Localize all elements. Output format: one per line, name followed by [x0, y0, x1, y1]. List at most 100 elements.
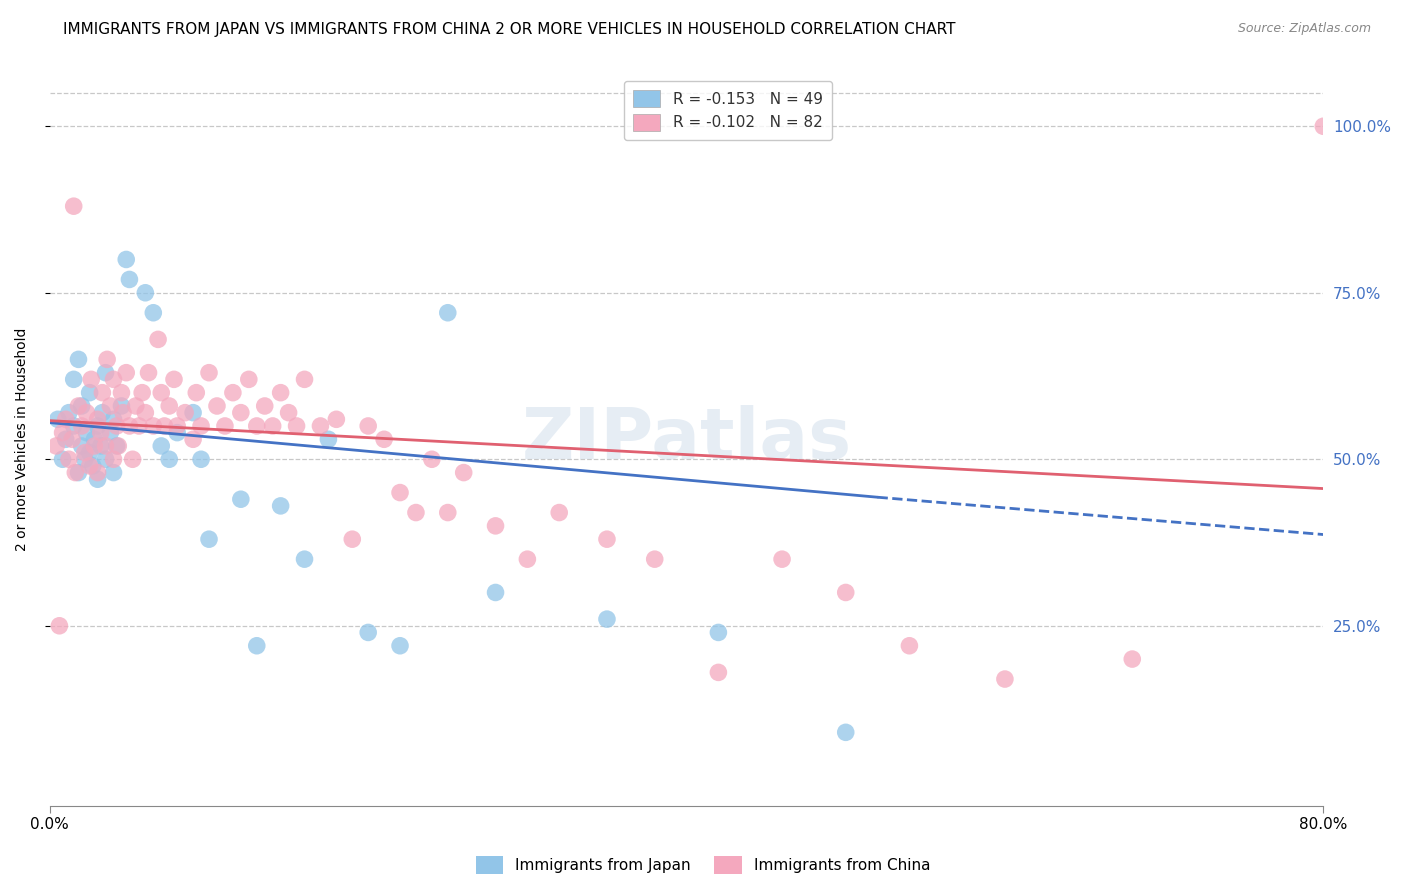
Point: [186, 385, 208, 400]
Point: [190, 452, 212, 467]
Point: [79, 385, 101, 400]
Point: [67, 352, 90, 367]
Point: [125, 399, 148, 413]
Point: [83, 439, 105, 453]
Point: [262, 419, 284, 434]
Point: [294, 552, 316, 566]
Point: [103, 372, 125, 386]
Point: [898, 639, 921, 653]
Point: [157, 399, 180, 413]
Point: [1121, 652, 1143, 666]
Point: [134, 285, 156, 300]
Point: [174, 406, 197, 420]
Text: ZIPatlas: ZIPatlas: [522, 405, 852, 474]
Point: [52, 425, 75, 440]
Point: [115, 366, 138, 380]
Point: [707, 625, 730, 640]
Point: [548, 506, 571, 520]
Point: [835, 585, 858, 599]
Point: [48, 619, 70, 633]
Point: [270, 499, 292, 513]
Point: [55, 432, 77, 446]
Point: [246, 419, 269, 434]
Point: [73, 452, 96, 467]
Point: [94, 452, 117, 467]
Point: [357, 625, 380, 640]
Point: [65, 466, 87, 480]
Point: [484, 519, 506, 533]
Point: [238, 372, 260, 386]
Point: [112, 406, 135, 420]
Point: [205, 399, 228, 413]
Point: [82, 458, 104, 473]
Point: [91, 406, 114, 420]
Point: [770, 552, 793, 566]
Point: [373, 432, 395, 446]
Legend: R = -0.153   N = 49, R = -0.102   N = 82: R = -0.153 N = 49, R = -0.102 N = 82: [624, 80, 832, 140]
Point: [707, 665, 730, 680]
Point: [198, 366, 221, 380]
Point: [222, 385, 245, 400]
Point: [138, 366, 160, 380]
Point: [110, 385, 132, 400]
Point: [484, 585, 506, 599]
Point: [67, 466, 90, 480]
Point: [75, 406, 97, 420]
Point: [453, 466, 475, 480]
Point: [107, 439, 129, 453]
Point: [75, 425, 97, 440]
Point: [389, 639, 412, 653]
Point: [105, 439, 128, 453]
Point: [62, 372, 84, 386]
Point: [83, 432, 105, 446]
Point: [277, 406, 299, 420]
Point: [98, 399, 121, 413]
Point: [73, 445, 96, 459]
Point: [253, 399, 276, 413]
Point: [45, 439, 67, 453]
Point: [246, 639, 269, 653]
Y-axis label: 2 or more Vehicles in Household: 2 or more Vehicles in Household: [15, 327, 30, 551]
Point: [70, 419, 93, 434]
Point: [70, 399, 93, 413]
Point: [90, 439, 112, 453]
Point: [52, 452, 75, 467]
Point: [118, 272, 141, 286]
Point: [325, 412, 347, 426]
Point: [58, 452, 80, 467]
Legend: Immigrants from Japan, Immigrants from China: Immigrants from Japan, Immigrants from C…: [470, 850, 936, 880]
Point: [1312, 120, 1334, 134]
Point: [285, 419, 308, 434]
Point: [166, 419, 188, 434]
Point: [110, 399, 132, 413]
Point: [94, 439, 117, 453]
Point: [118, 419, 141, 434]
Point: [436, 506, 458, 520]
Point: [644, 552, 666, 566]
Point: [79, 445, 101, 459]
Point: [103, 452, 125, 467]
Point: [86, 412, 108, 426]
Point: [835, 725, 858, 739]
Text: IMMIGRANTS FROM JAPAN VS IMMIGRANTS FROM CHINA 2 OR MORE VEHICLES IN HOUSEHOLD C: IMMIGRANTS FROM JAPAN VS IMMIGRANTS FROM…: [63, 22, 956, 37]
Point: [146, 332, 169, 346]
Point: [96, 352, 118, 367]
Point: [318, 432, 340, 446]
Point: [58, 406, 80, 420]
Point: [198, 532, 221, 546]
Point: [142, 306, 165, 320]
Point: [270, 385, 292, 400]
Point: [62, 419, 84, 434]
Point: [91, 385, 114, 400]
Point: [150, 385, 173, 400]
Point: [405, 506, 427, 520]
Point: [181, 432, 204, 446]
Point: [134, 406, 156, 420]
Point: [294, 372, 316, 386]
Point: [309, 419, 332, 434]
Point: [596, 612, 619, 626]
Point: [60, 432, 83, 446]
Point: [181, 406, 204, 420]
Point: [229, 406, 252, 420]
Point: [153, 419, 176, 434]
